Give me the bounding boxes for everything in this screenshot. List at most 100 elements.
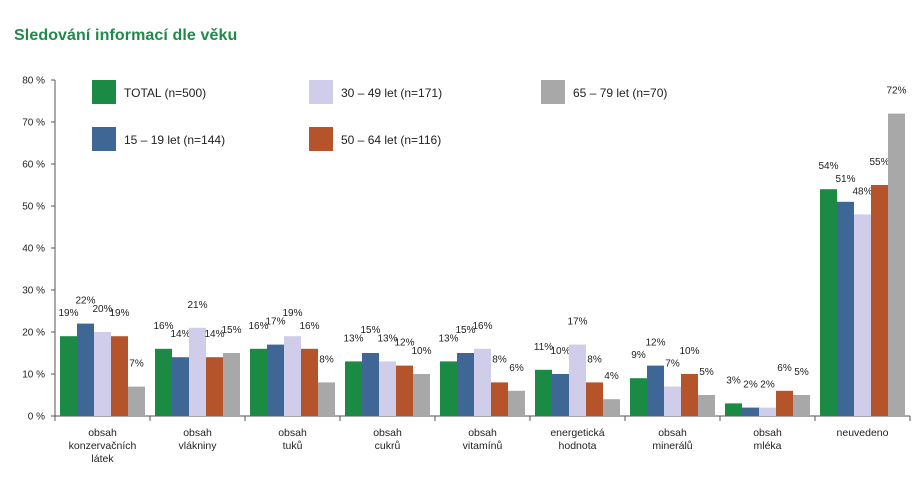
data-label: 13%	[343, 333, 363, 344]
bar	[491, 382, 508, 416]
data-label: 22%	[75, 296, 95, 307]
legend-label: 30 – 49 let (n=171)	[341, 86, 442, 100]
bar	[223, 353, 240, 416]
data-label: 54%	[818, 161, 838, 172]
bar	[155, 348, 172, 416]
x-tick-label: vlákniny	[179, 440, 218, 452]
data-label: 16%	[472, 321, 492, 332]
x-tick-label: obsah	[468, 427, 497, 439]
bar	[172, 357, 189, 416]
x-tick-label: vitamínů	[463, 440, 503, 452]
bar	[284, 336, 301, 416]
bar	[820, 189, 837, 416]
data-label: 11%	[534, 342, 553, 353]
data-label: 14%	[170, 329, 190, 340]
x-tick-label: látek	[91, 453, 114, 465]
bar	[776, 390, 793, 416]
data-label: 16%	[299, 321, 319, 332]
bar	[267, 344, 284, 416]
data-label: 5%	[794, 367, 809, 378]
bar	[94, 332, 111, 416]
y-tick-label: 30 %	[22, 286, 45, 297]
y-tick-label: 50 %	[22, 202, 45, 213]
y-tick-label: 60 %	[22, 160, 45, 171]
bar	[60, 336, 77, 416]
bar	[888, 113, 905, 416]
legend-label: 15 – 19 let (n=144)	[124, 133, 225, 147]
data-label: 10%	[411, 346, 431, 357]
data-label: 17%	[567, 317, 587, 328]
bar	[318, 382, 335, 416]
legend-swatch	[92, 80, 116, 104]
bar	[759, 407, 776, 416]
legend-label: TOTAL (n=500)	[124, 86, 206, 100]
bar	[854, 214, 871, 416]
data-label: 10%	[550, 346, 570, 357]
bar	[250, 348, 267, 416]
x-tick-label: obsah	[183, 427, 212, 439]
y-tick-label: 20 %	[22, 328, 45, 339]
data-label: 12%	[645, 338, 665, 349]
x-tick-label: obsah	[88, 427, 117, 439]
x-tick-label: minerálů	[652, 440, 692, 452]
legend-swatch	[309, 80, 333, 104]
x-tick-label: konzervačních	[69, 440, 137, 452]
data-label: 10%	[679, 346, 699, 357]
data-label: 21%	[187, 300, 207, 311]
legend-label: 50 – 64 let (n=116)	[341, 133, 441, 147]
x-tick-label: obsah	[753, 427, 782, 439]
bar	[189, 327, 206, 416]
bar	[457, 353, 474, 416]
bar	[725, 403, 742, 416]
data-label: 7%	[665, 359, 680, 370]
x-tick-label: obsah	[278, 427, 307, 439]
bar	[603, 399, 620, 416]
data-label: 4%	[604, 371, 619, 382]
x-tick-label: obsah	[373, 427, 402, 439]
bar	[698, 395, 715, 416]
bar	[111, 336, 128, 416]
bar	[742, 407, 759, 416]
bar	[413, 374, 430, 416]
bar	[362, 353, 379, 416]
bar	[508, 390, 525, 416]
bar	[128, 386, 145, 416]
legend-label: 65 – 79 let (n=70)	[573, 86, 667, 100]
bar	[630, 378, 647, 416]
bar	[396, 365, 413, 416]
legend-swatch	[541, 80, 565, 104]
y-tick-label: 80 %	[22, 76, 45, 87]
data-label: 9%	[631, 350, 646, 361]
data-label: 8%	[587, 354, 602, 365]
data-label: 15%	[360, 325, 380, 336]
bar	[871, 185, 888, 416]
x-tick-label: hodnota	[559, 440, 597, 452]
data-label: 7%	[129, 359, 144, 370]
bar	[681, 374, 698, 416]
data-label: 6%	[509, 363, 524, 374]
x-tick-label: cukrů	[375, 440, 401, 452]
bar	[552, 374, 569, 416]
bar	[440, 361, 457, 416]
bar	[379, 361, 396, 416]
x-tick-label: mléka	[753, 440, 781, 452]
bar	[569, 344, 586, 416]
data-label: 14%	[204, 329, 224, 340]
bar	[345, 361, 362, 416]
bar	[664, 386, 681, 416]
x-tick-label: obsah	[658, 427, 687, 439]
data-label: 51%	[835, 174, 855, 185]
data-label: 16%	[248, 321, 268, 332]
y-tick-label: 0 %	[28, 412, 45, 423]
data-label: 48%	[852, 186, 872, 197]
bar	[474, 348, 491, 416]
data-label: 20%	[92, 304, 112, 315]
data-label: 19%	[282, 308, 302, 319]
data-label: 16%	[153, 321, 173, 332]
data-label: 13%	[438, 333, 458, 344]
bar	[793, 395, 810, 416]
legend-swatch	[309, 127, 333, 151]
data-label: 19%	[109, 308, 129, 319]
data-label: 72%	[886, 86, 906, 97]
